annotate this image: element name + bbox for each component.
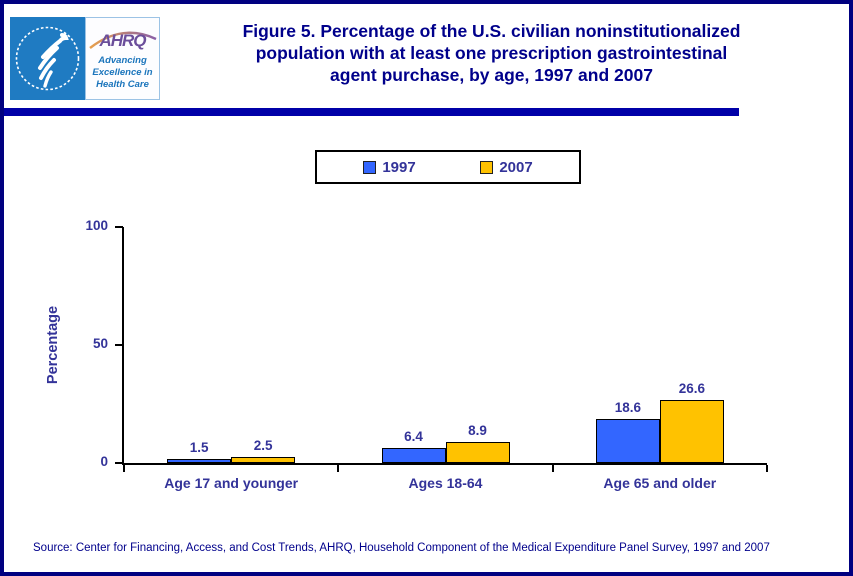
legend-item: 1997 bbox=[363, 158, 416, 176]
category-label: Age 17 and younger bbox=[164, 475, 299, 491]
legend-swatch bbox=[480, 160, 494, 174]
x-axis-tick bbox=[766, 465, 768, 472]
y-axis-tick-label: 0 bbox=[100, 454, 108, 469]
y-axis-title: Percentage bbox=[45, 305, 61, 385]
ahrq-tagline-line: Excellence in bbox=[92, 67, 153, 78]
legend-label: 1997 bbox=[382, 158, 416, 176]
x-axis-tick bbox=[123, 465, 125, 472]
category-label: Ages 18-64 bbox=[408, 475, 483, 491]
figure-title: Figure 5. Percentage of the U.S. civilia… bbox=[164, 20, 819, 86]
bar-1997 bbox=[167, 459, 232, 463]
header-divider-bar bbox=[4, 108, 739, 116]
bar-1997 bbox=[595, 419, 660, 463]
plot-area: 0 50 100 1.5 2.5 Age 17 and younger 6.4 8.9 Ages… bbox=[85, 218, 768, 491]
hhs-seal bbox=[10, 17, 85, 100]
bar-value-label: 8.9 bbox=[468, 423, 487, 438]
source-note: Source: Center for Financing, Access, an… bbox=[33, 542, 770, 554]
y-axis-tick bbox=[115, 462, 123, 464]
ahrq-tagline: Advancing Excellence in Health Care bbox=[86, 55, 159, 91]
legend-label: 2007 bbox=[499, 158, 533, 176]
y-axis-tick bbox=[115, 226, 123, 228]
bar-value-label: 6.4 bbox=[404, 428, 423, 444]
bar-2007 bbox=[231, 457, 296, 463]
bar-value-label: 1.5 bbox=[189, 440, 209, 456]
hhs-ahrq-logo: AHRQ Advancing Excellence in Health Care bbox=[10, 17, 160, 100]
y-axis-title-wrap: Percentage bbox=[40, 227, 66, 463]
ahrq-tagline-line: Health Care bbox=[96, 79, 149, 90]
x-axis-tick bbox=[337, 465, 340, 472]
y-axis-tick-label: 50 bbox=[92, 336, 108, 351]
x-axis-tick bbox=[551, 465, 554, 472]
ahrq-arc-icon bbox=[89, 31, 157, 49]
legend-swatch bbox=[363, 160, 377, 174]
ahrq-wordmark: AHRQ bbox=[99, 31, 146, 50]
ahrq-tagline-line: Advancing bbox=[98, 55, 147, 66]
bar-value-label: 2.5 bbox=[253, 438, 273, 454]
chart-legend: 1997 2007 bbox=[315, 150, 581, 184]
figure-title-line: population with at least one prescriptio… bbox=[255, 43, 728, 63]
y-axis-tick-label: 100 bbox=[85, 218, 108, 233]
bar-1997 bbox=[381, 447, 446, 463]
category-label: Age 65 and older bbox=[603, 475, 717, 491]
legend-item: 2007 bbox=[480, 158, 533, 176]
bar-value-label: 18.6 bbox=[614, 400, 641, 416]
y-axis-tick bbox=[115, 344, 123, 346]
bar-2007 bbox=[445, 442, 510, 463]
figure-title-line: Figure 5. Percentage of the U.S. civilia… bbox=[242, 21, 741, 41]
bar-value-label: 26.6 bbox=[678, 381, 705, 397]
hhs-eagle-icon bbox=[15, 26, 80, 91]
figure-title-line: agent purchase, by age, 1997 and 2007 bbox=[330, 65, 653, 85]
ahrq-logo: AHRQ Advancing Excellence in Health Care bbox=[85, 17, 160, 100]
bar-2007 bbox=[659, 400, 724, 463]
